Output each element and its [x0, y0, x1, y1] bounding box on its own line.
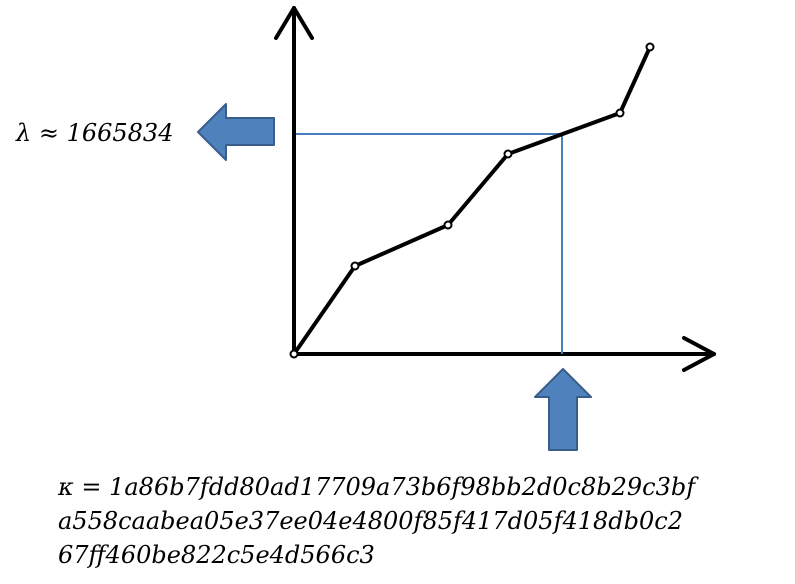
curve-line: [292, 45, 652, 356]
curve-point: [503, 149, 513, 159]
x-axis-arrowhead: [682, 336, 716, 372]
curve-points: [289, 42, 655, 359]
kappa-line-1: κ = 1a86b7fdd80ad17709a73b6f98bb2d0c8b29…: [58, 473, 696, 501]
arrow-left-icon: [197, 103, 275, 161]
arrow-up-icon: [534, 368, 592, 451]
curve-point: [289, 349, 299, 359]
curve-point: [443, 220, 453, 230]
curve-point: [615, 108, 625, 118]
kappa-line-2: a558caabea05e37ee04e4800f85f417d05f418db…: [58, 507, 683, 535]
kappa-line-3: 67ff460be822c5e4d566c3: [58, 541, 375, 569]
guide-lines: [296, 133, 563, 354]
axes: [274, 6, 716, 372]
curve-point: [350, 261, 360, 271]
lambda-label: λ ≈ 1665834: [15, 119, 173, 147]
y-axis-arrowhead: [274, 6, 314, 40]
curve-point: [645, 42, 655, 52]
kappa-value-block: κ = 1a86b7fdd80ad17709a73b6f98bb2d0c8b29…: [58, 470, 788, 572]
